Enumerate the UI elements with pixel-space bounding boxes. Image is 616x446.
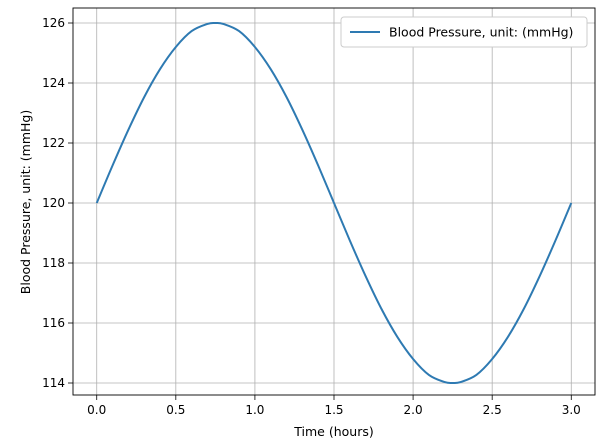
x-tick-label: 3.0 bbox=[562, 403, 581, 417]
legend: Blood Pressure, unit: (mmHg) bbox=[340, 16, 588, 48]
x-tick-label: 2.5 bbox=[483, 403, 502, 417]
y-tick-label: 116 bbox=[42, 316, 65, 330]
legend-box bbox=[340, 16, 588, 48]
x-tick-label: 1.5 bbox=[324, 403, 343, 417]
x-tick-label: 1.0 bbox=[245, 403, 264, 417]
y-tick-label: 126 bbox=[42, 16, 65, 30]
x-tick-label: 0.0 bbox=[87, 403, 106, 417]
y-tick-label: 124 bbox=[42, 76, 65, 90]
x-axis-ticks: 0.0 0.5 1.0 1.5 2.0 2.5 3.0 bbox=[87, 395, 581, 417]
y-tick-label: 114 bbox=[42, 376, 65, 390]
y-axis-label: Blood Pressure, unit: (mmHg) bbox=[18, 110, 33, 294]
x-tick-label: 2.0 bbox=[404, 403, 423, 417]
y-tick-label: 122 bbox=[42, 136, 65, 150]
legend-label: Blood Pressure, unit: (mmHg) bbox=[389, 25, 573, 40]
y-tick-label: 118 bbox=[42, 256, 65, 270]
x-axis-label: Time (hours) bbox=[293, 424, 373, 439]
series-line-blood-pressure bbox=[95, 21, 573, 385]
y-tick-label: 120 bbox=[42, 196, 65, 210]
x-tick-label: 0.5 bbox=[166, 403, 185, 417]
y-axis-ticks: 114 116 118 120 122 124 126 bbox=[42, 16, 73, 390]
